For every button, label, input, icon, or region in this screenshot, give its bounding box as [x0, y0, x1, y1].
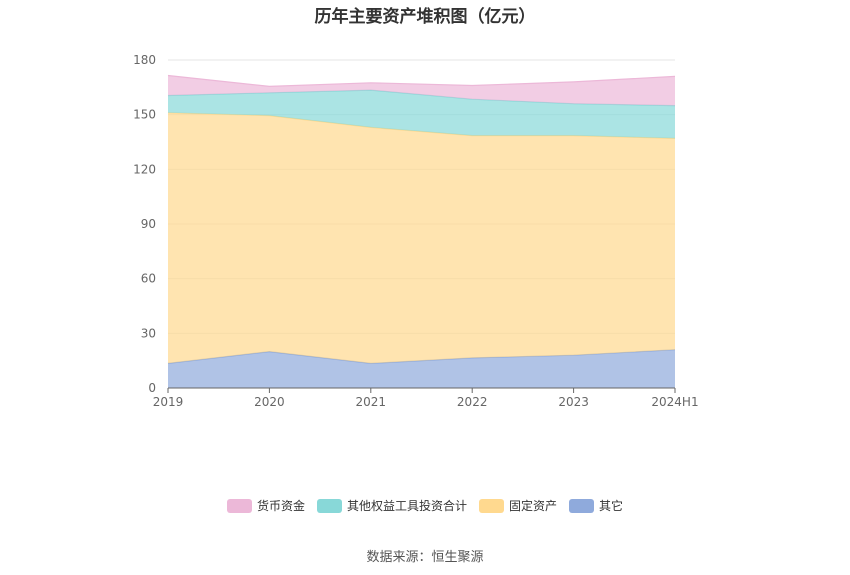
y-tick-label: 90 [141, 217, 156, 231]
area-series-0 [168, 349, 675, 388]
y-tick-label: 0 [148, 381, 156, 395]
legend-label: 货币资金 [257, 498, 305, 513]
legend-label: 其他权益工具投资合计 [347, 498, 467, 513]
area-series [167, 74, 676, 388]
legend-item[interactable]: 固定资产 [479, 498, 557, 513]
y-tick-label: 180 [133, 53, 156, 67]
area-series-2 [168, 90, 675, 139]
y-tick-label: 30 [141, 326, 156, 340]
legend-item[interactable]: 其他权益工具投资合计 [317, 498, 467, 513]
legend-item[interactable]: 其它 [569, 498, 623, 513]
y-tick-label: 150 [133, 108, 156, 122]
axes: 0 30 60 90 120 150 180 2019 2020 2021 2022 2023 2024… [133, 53, 699, 409]
legend-label: 固定资产 [509, 498, 557, 513]
y-tick-label: 120 [133, 162, 156, 176]
legend-swatch [227, 499, 252, 513]
legend-swatch [479, 499, 504, 513]
legend-swatch [317, 499, 342, 513]
legend-swatch [569, 499, 594, 513]
x-tick-label: 2024H1 [651, 395, 698, 409]
x-tick-label: 2021 [356, 395, 387, 409]
x-tick-label: 2019 [153, 395, 184, 409]
x-tick-label: 2022 [457, 395, 488, 409]
legend-label: 其它 [599, 498, 623, 513]
y-tick-label: 60 [141, 272, 156, 286]
series-line-3 [167, 74, 676, 88]
x-tick-label: 2020 [254, 395, 285, 409]
x-tick-label: 2023 [558, 395, 589, 409]
chart-title: 历年主要资产堆积图（亿元） [314, 7, 536, 27]
area-series-1 [168, 112, 675, 364]
legend: 货币资金 其他权益工具投资合计 固定资产 其它 [227, 498, 623, 513]
data-source: 数据来源：恒生聚源 [366, 550, 484, 565]
legend-item[interactable]: 货币资金 [227, 498, 305, 513]
